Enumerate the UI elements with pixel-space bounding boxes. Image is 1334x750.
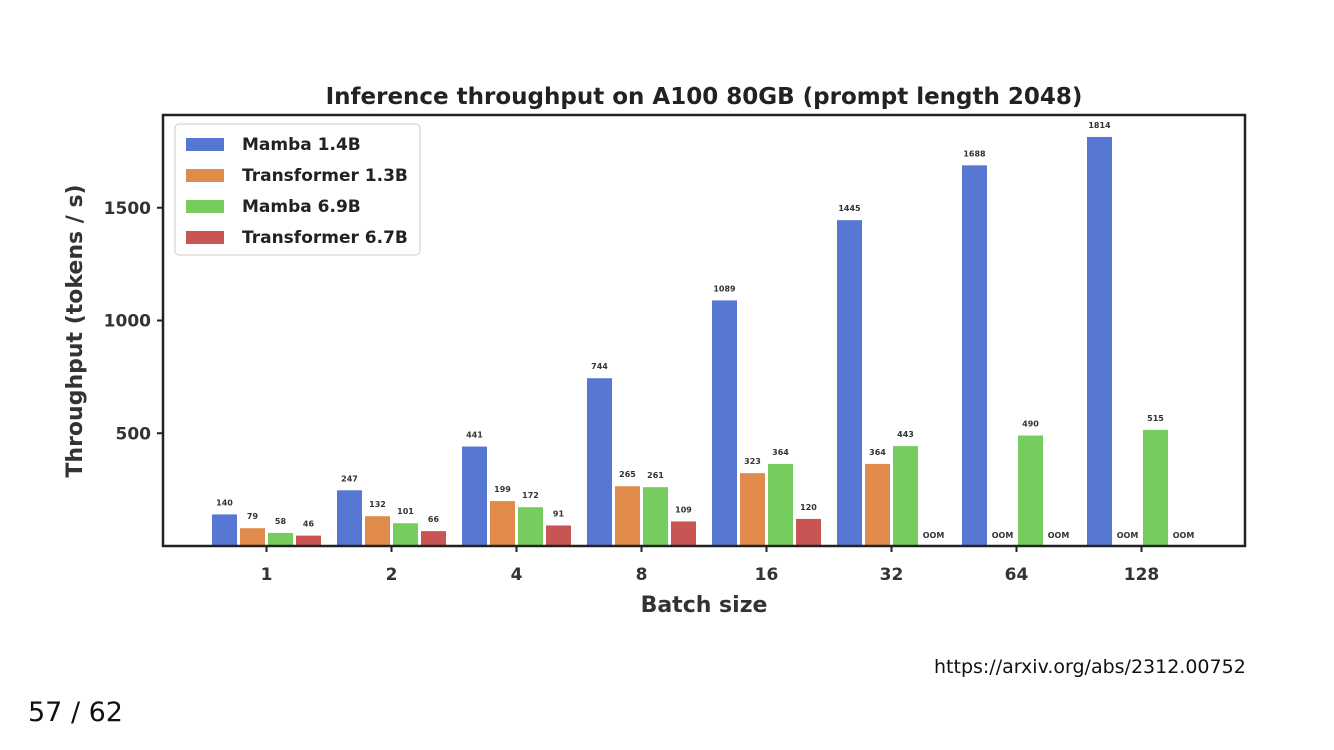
y-tick-label: 1500 bbox=[104, 199, 151, 219]
data-label: 265 bbox=[619, 470, 636, 479]
bar bbox=[296, 535, 321, 546]
bar bbox=[462, 446, 487, 546]
data-label: 323 bbox=[744, 457, 761, 466]
x-tick-label: 16 bbox=[755, 565, 779, 585]
data-labels-layer: 140 79 58 46 247 132 101 66 441 199 172 91 744 265 261… bbox=[216, 121, 1194, 540]
chart-title: Inference throughput on A100 80GB (promp… bbox=[326, 84, 1083, 110]
legend-box bbox=[174, 123, 421, 256]
oom-label: OOM bbox=[923, 531, 945, 540]
legend: Mamba 1.4B Transformer 1.3B Mamba 6.9B Tran… bbox=[174, 123, 421, 256]
bar bbox=[671, 521, 696, 546]
x-tick-label: 32 bbox=[880, 565, 904, 585]
bar bbox=[268, 532, 293, 546]
bar bbox=[365, 516, 390, 546]
bar bbox=[1143, 429, 1168, 546]
data-label: 109 bbox=[675, 505, 692, 514]
legend-swatch bbox=[186, 138, 224, 151]
y-axis-label: Throughput (tokens / s) bbox=[63, 184, 88, 477]
oom-label: OOM bbox=[1117, 531, 1139, 540]
data-label: 1089 bbox=[713, 284, 736, 293]
axes-layer: 1 2 4 8 16 32 64 128 500 1000 1500 bbox=[104, 199, 1160, 585]
bar bbox=[837, 220, 862, 546]
bar bbox=[1018, 435, 1043, 546]
oom-label: OOM bbox=[1048, 531, 1070, 540]
x-tick-label: 8 bbox=[636, 565, 648, 585]
legend-label: Transformer 1.3B bbox=[242, 166, 408, 186]
x-axis-label: Batch size bbox=[641, 593, 768, 618]
data-label: 364 bbox=[772, 448, 789, 457]
bars-layer bbox=[212, 136, 1168, 546]
data-label: 91 bbox=[553, 509, 565, 518]
data-label: 247 bbox=[341, 474, 358, 483]
bar bbox=[240, 528, 265, 546]
legend-swatch bbox=[186, 231, 224, 244]
bar bbox=[796, 518, 821, 546]
data-label: 199 bbox=[494, 485, 511, 494]
legend-label: Transformer 6.7B bbox=[242, 228, 408, 248]
bar bbox=[518, 507, 543, 546]
bar bbox=[865, 463, 890, 546]
x-tick-label: 4 bbox=[511, 565, 523, 585]
data-label: 261 bbox=[647, 471, 664, 480]
bar bbox=[587, 378, 612, 546]
x-tick-label: 2 bbox=[386, 565, 398, 585]
bar bbox=[643, 487, 668, 546]
bar bbox=[1087, 136, 1112, 546]
oom-label: OOM bbox=[992, 531, 1014, 540]
bar bbox=[490, 501, 515, 546]
data-label: 140 bbox=[216, 498, 233, 507]
bar bbox=[212, 514, 237, 546]
data-label: 490 bbox=[1022, 420, 1039, 429]
data-label: 66 bbox=[428, 515, 440, 524]
data-label: 1688 bbox=[963, 149, 986, 158]
bar bbox=[337, 490, 362, 546]
data-label: 58 bbox=[275, 517, 287, 526]
data-label: 46 bbox=[303, 520, 315, 529]
y-tick-label: 500 bbox=[116, 424, 152, 444]
plot-frame bbox=[161, 113, 1247, 548]
data-label: 132 bbox=[369, 500, 386, 509]
bar bbox=[546, 525, 571, 546]
data-label: 120 bbox=[800, 503, 817, 512]
legend-label: Mamba 1.4B bbox=[242, 135, 361, 155]
data-label: 172 bbox=[522, 491, 539, 500]
bar bbox=[893, 446, 918, 546]
data-label: 1445 bbox=[838, 204, 861, 213]
source-url: https://arxiv.org/abs/2312.00752 bbox=[934, 656, 1246, 678]
x-tick-label: 1 bbox=[261, 565, 273, 585]
page-number: 57 / 62 bbox=[28, 697, 123, 728]
data-label: 441 bbox=[466, 431, 483, 440]
x-tick-label: 64 bbox=[1005, 565, 1029, 585]
data-label: 1814 bbox=[1088, 121, 1111, 130]
legend-swatch bbox=[186, 200, 224, 213]
bar bbox=[712, 300, 737, 546]
oom-label: OOM bbox=[1173, 531, 1195, 540]
bar bbox=[615, 486, 640, 546]
data-label: 101 bbox=[397, 507, 414, 516]
bar bbox=[740, 473, 765, 546]
data-label: 515 bbox=[1147, 414, 1164, 423]
data-label: 364 bbox=[869, 448, 886, 457]
x-tick-label: 128 bbox=[1124, 565, 1160, 585]
data-label: 443 bbox=[897, 430, 914, 439]
bar bbox=[768, 463, 793, 546]
bar bbox=[393, 523, 418, 546]
data-label: 79 bbox=[247, 512, 259, 521]
legend-label: Mamba 6.9B bbox=[242, 197, 361, 217]
bar bbox=[421, 531, 446, 546]
y-tick-label: 1000 bbox=[104, 312, 151, 332]
bar bbox=[962, 165, 987, 546]
data-label: 744 bbox=[591, 362, 608, 371]
legend-swatch bbox=[186, 169, 224, 182]
